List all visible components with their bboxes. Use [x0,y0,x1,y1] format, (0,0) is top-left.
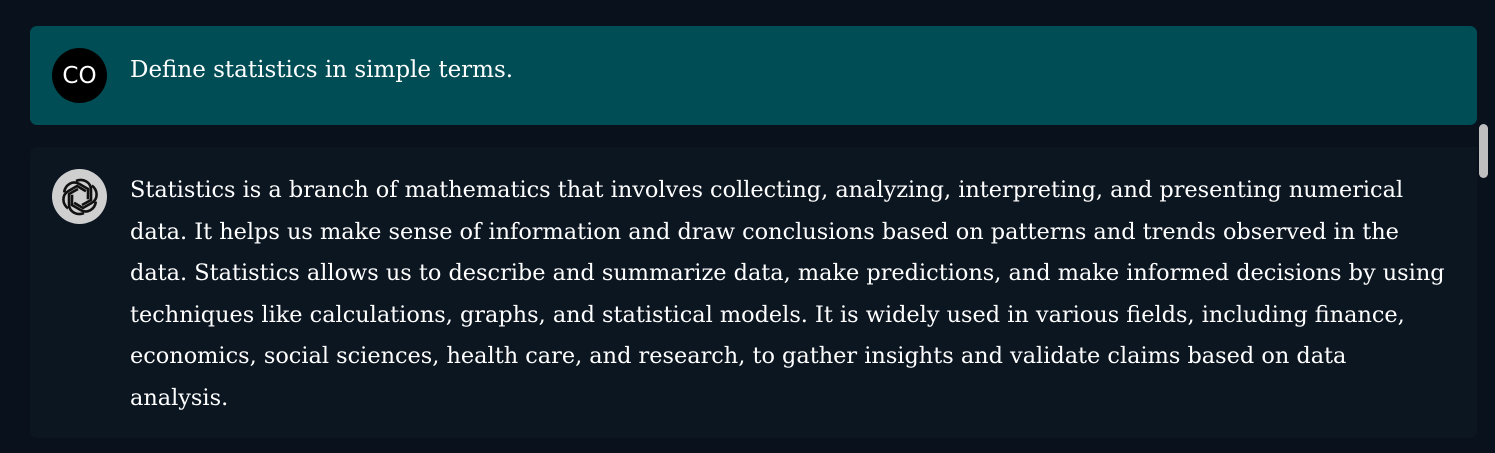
user-avatar-initials: CO [62,62,97,89]
user-message-text: Define statistics in simple terms. [130,57,514,83]
chat-thread: CO Define statistics in simple terms. [30,26,1477,438]
chatgpt-logo-icon [61,178,98,215]
user-avatar: CO [52,48,107,103]
assistant-message: Statistics is a branch of mathematics th… [30,147,1477,438]
assistant-avatar [52,169,107,224]
assistant-message-text: Statistics is a branch of mathematics th… [130,177,1445,411]
user-message: CO Define statistics in simple terms. [30,26,1477,125]
scrollbar-thumb[interactable] [1479,124,1488,178]
